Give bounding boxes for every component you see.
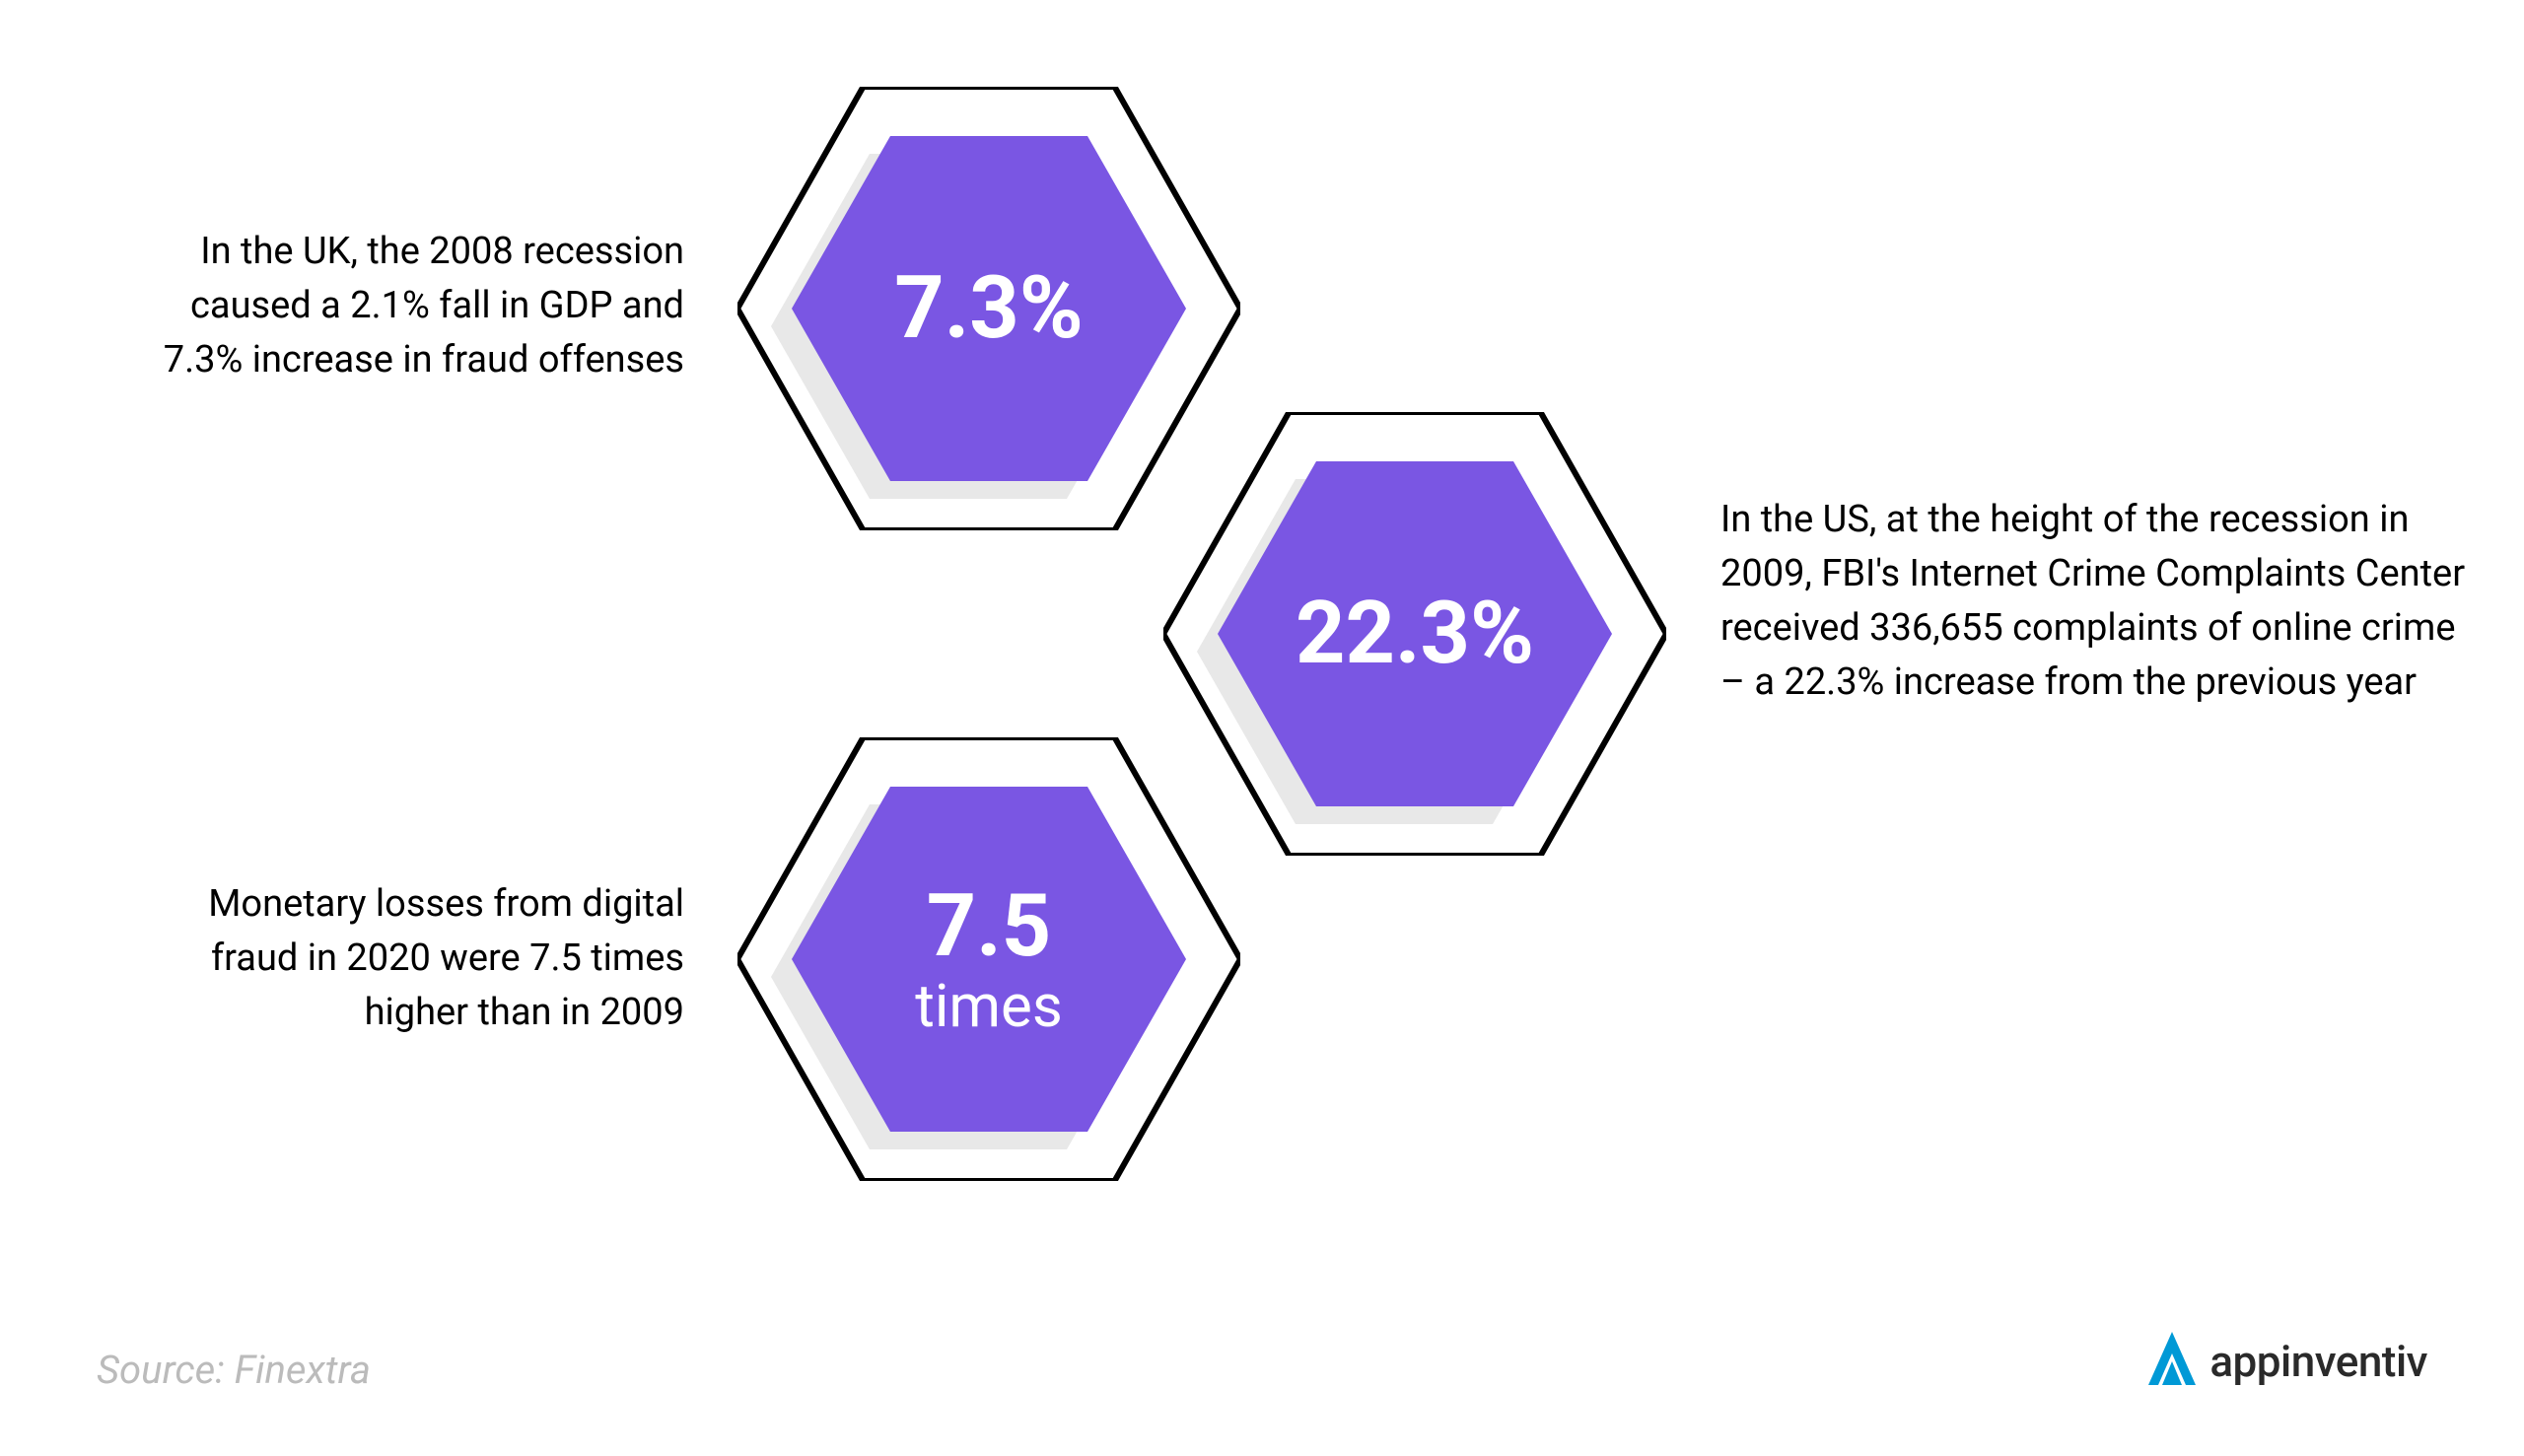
hex-value-1: 7.3% bbox=[894, 261, 1084, 357]
hex-value-3-main: 7.5 bbox=[927, 879, 1052, 975]
caption-2: In the US, at the height of the recessio… bbox=[1720, 493, 2470, 710]
logo: appinventiv bbox=[2144, 1330, 2427, 1393]
hex-value-2: 22.3% bbox=[1296, 587, 1534, 682]
source-label: Source: Finextra bbox=[97, 1347, 371, 1393]
caption-1: In the UK, the 2008 recession caused a 2… bbox=[118, 225, 684, 387]
infographic-container: { "type": "infographic", "background_col… bbox=[0, 0, 2524, 1456]
logo-icon bbox=[2144, 1330, 2200, 1393]
caption-3: Monetary losses from digital fraud in 20… bbox=[118, 877, 684, 1040]
hex-value-3-sub: times bbox=[915, 974, 1063, 1039]
logo-text: appinventiv bbox=[2209, 1336, 2427, 1387]
